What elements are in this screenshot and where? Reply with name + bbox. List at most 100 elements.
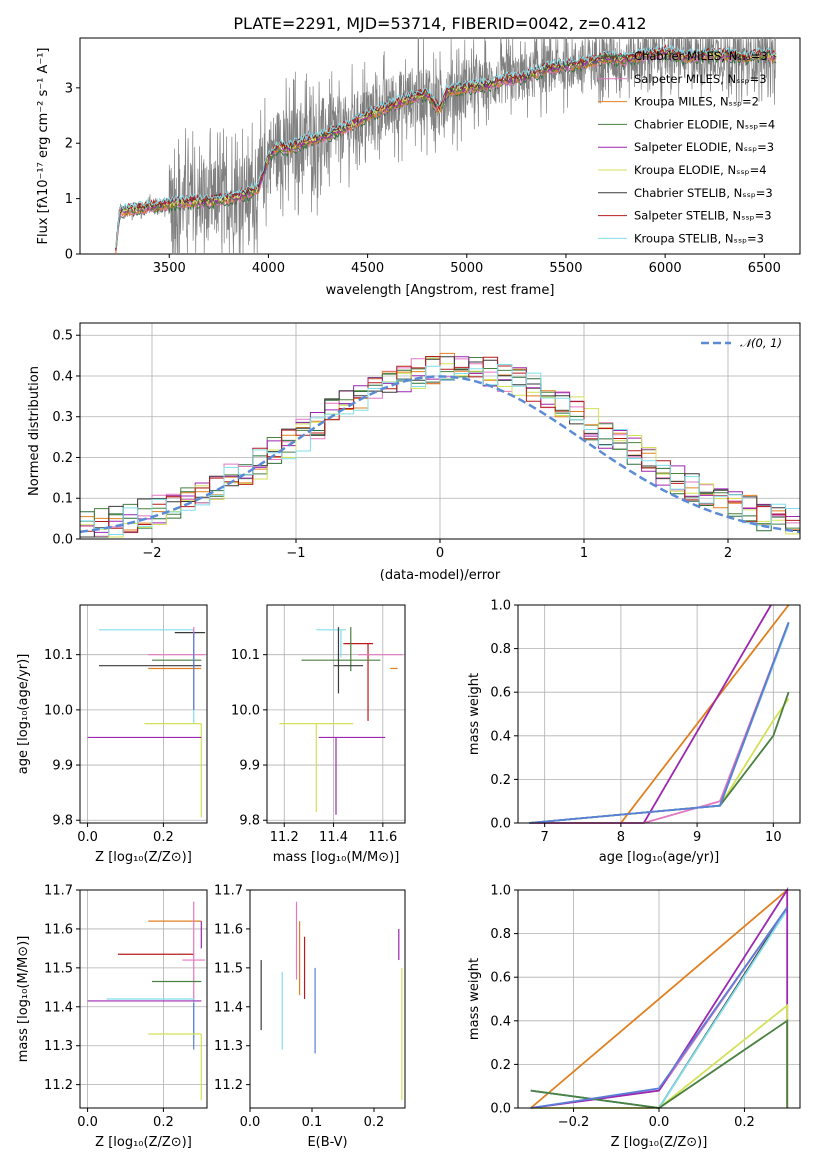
spectrum-ylabel: Flux [fλ10⁻¹⁷ erg cm⁻² s⁻¹ A⁻¹] bbox=[36, 48, 51, 245]
y-tick-label: 11.5 bbox=[44, 961, 73, 976]
legend-label: Kroupa MILES, Nₛₛₚ=2 bbox=[634, 95, 759, 109]
y-tick-label: 0.2 bbox=[52, 451, 73, 466]
y-tick-label: 11.7 bbox=[44, 884, 73, 899]
x-tick-label: 4000 bbox=[252, 261, 285, 276]
cumulative-Z-kroupa-miles bbox=[530, 889, 788, 1109]
model-chabrier-miles bbox=[115, 53, 777, 255]
y-tick-label: 0.2 bbox=[490, 773, 511, 788]
legend-label-gauss: 𝒩(0, 1) bbox=[740, 336, 782, 350]
massweight-vs-Z-panel: −0.2 0.0 0.2 0.0 0.2 0.4 0.6 0.8 1.0 Z [log₁₀(Z/Z… bbox=[467, 884, 801, 1150]
gaussian-curve bbox=[79, 375, 801, 534]
x-tick-label: 0.0 bbox=[649, 1115, 670, 1130]
cumulative-Z-blue bbox=[530, 906, 788, 1109]
y-tick-label: 11.6 bbox=[214, 922, 243, 937]
model-salpeter-elodie bbox=[115, 47, 777, 251]
y-tick-label: 0.5 bbox=[52, 329, 73, 344]
x-tick-label: 8 bbox=[617, 830, 625, 845]
legend-label: Kroupa STELIB, Nₛₛₚ=3 bbox=[634, 231, 764, 245]
figure-title: PLATE=2291, MJD=53714, FIBERID=0042, z=0… bbox=[233, 14, 646, 33]
spectrum-model-series bbox=[115, 43, 777, 255]
y-axis-label: mass weight bbox=[467, 673, 482, 755]
y-tick-label: 11.6 bbox=[44, 922, 73, 937]
residuals-xlabel: (data-model)/error bbox=[380, 568, 501, 583]
y-tick-label: 0 bbox=[65, 248, 73, 263]
x-axis-label: mass [log₁₀(M/M⊙)] bbox=[273, 850, 400, 865]
x-tick-label: 9 bbox=[693, 830, 701, 845]
x-axis-label: Z [log₁₀(Z/Z⊙)] bbox=[611, 1135, 708, 1150]
x-tick-label: −0.2 bbox=[558, 1115, 590, 1130]
age-vs-mass-panel: 11.2 11.4 11.6 9.8 9.9 10.0 10.1 mass [log₁₀(M/… bbox=[231, 604, 406, 865]
y-tick-label: 11.2 bbox=[44, 1078, 73, 1093]
axes-frame bbox=[517, 604, 801, 824]
x-tick-label: 0.1 bbox=[302, 1115, 323, 1130]
legend-label: Salpeter MILES, Nₛₛₚ=3 bbox=[634, 72, 767, 86]
y-tick-label: 11.5 bbox=[214, 961, 243, 976]
axes-frame bbox=[266, 604, 406, 824]
model-kroupa-stelib bbox=[115, 44, 777, 249]
y-tick-label: 0.4 bbox=[52, 369, 73, 384]
y-tick-label: 0.6 bbox=[490, 686, 511, 701]
x-tick-label: 11.2 bbox=[270, 830, 299, 845]
y-tick-label: 11.3 bbox=[214, 1039, 243, 1054]
y-tick-label: 0.8 bbox=[490, 927, 511, 942]
y-tick-label: 11.4 bbox=[214, 1000, 243, 1015]
cumulative-salpeter-elodie bbox=[529, 604, 772, 824]
x-tick-label: 1 bbox=[580, 546, 588, 561]
y-tick-label: 0.6 bbox=[490, 971, 511, 986]
y-tick-label: 10.0 bbox=[44, 703, 73, 718]
x-tick-label: 0.2 bbox=[153, 1115, 174, 1130]
y-tick-label: 0.8 bbox=[490, 642, 511, 657]
x-tick-label: 10 bbox=[765, 830, 782, 845]
spectrum-panel: 3500 4000 4500 5000 5500 6000 6500 0 1 2 3 wavelen… bbox=[36, 37, 801, 298]
y-tick-label: 10.0 bbox=[231, 703, 260, 718]
y-tick-label: 11.4 bbox=[44, 1000, 73, 1015]
mass-vs-ebv-panel: 0.0 0.1 0.2 11.2 11.3 11.4 11.5 11.6 11.7 E(B-V) bbox=[214, 884, 406, 1150]
residuals-histograms bbox=[79, 352, 800, 539]
x-tick-label: 6500 bbox=[748, 261, 781, 276]
x-tick-label: −1 bbox=[286, 546, 305, 561]
x-tick-label: 3500 bbox=[153, 261, 186, 276]
x-tick-label: 0.0 bbox=[77, 830, 98, 845]
x-tick-label: 6000 bbox=[649, 261, 682, 276]
y-tick-label: 0.4 bbox=[490, 729, 511, 744]
y-tick-label: 0.0 bbox=[52, 533, 73, 548]
x-tick-label: 11.4 bbox=[319, 830, 348, 845]
residuals-legend: 𝒩(0, 1) bbox=[701, 336, 782, 350]
y-axis-label: age [log₁₀(age/yr)] bbox=[16, 654, 31, 775]
x-tick-label: 4500 bbox=[351, 261, 384, 276]
y-tick-label: 0.0 bbox=[490, 817, 511, 832]
x-tick-label: 0.0 bbox=[77, 1115, 98, 1130]
y-tick-label: 0.3 bbox=[52, 410, 73, 425]
spectrum-legend: Chabrier MILES, Nₛₛₚ=3 Salpeter MILES, Nₛ… bbox=[598, 49, 775, 245]
x-tick-label: −2 bbox=[142, 546, 161, 561]
legend-label: Chabrier MILES, Nₛₛₚ=3 bbox=[634, 49, 768, 63]
massweight-vs-age-panel: 7 8 9 10 0.0 0.2 0.4 0.6 0.8 1.0 age [log₁₀(age/yr… bbox=[467, 599, 801, 865]
y-tick-label: 1.0 bbox=[490, 884, 511, 899]
x-tick-label: 0 bbox=[436, 546, 444, 561]
y-tick-label: 11.3 bbox=[44, 1039, 73, 1054]
x-tick-label: 0.0 bbox=[240, 1115, 261, 1130]
x-tick-label: 5000 bbox=[450, 261, 483, 276]
y-tick-label: 1 bbox=[65, 192, 73, 207]
y-tick-label: 0.2 bbox=[490, 1058, 511, 1073]
y-axis-label: mass [log₁₀(M/M⊙)] bbox=[16, 936, 31, 1063]
x-axis-label: E(B-V) bbox=[307, 1135, 347, 1150]
x-axis-label: Z [log₁₀(Z/Z⊙)] bbox=[95, 1135, 192, 1150]
legend-label: Salpeter STELIB, Nₛₛₚ=3 bbox=[634, 209, 772, 223]
mass-vs-Z-panel: 0.0 0.2 11.2 11.3 11.4 11.5 11.6 11.7 Z [log₁₀(Z… bbox=[16, 884, 208, 1150]
cumulative-kroupa-miles bbox=[529, 604, 790, 824]
legend-label: Chabrier ELODIE, Nₛₛₚ=4 bbox=[634, 117, 775, 131]
legend-label: Chabrier STELIB, Nₛₛₚ=3 bbox=[634, 186, 773, 200]
hist-kroupa-stelib bbox=[79, 364, 800, 539]
x-tick-label: 0.2 bbox=[153, 830, 174, 845]
observed-spectrum bbox=[115, 37, 777, 255]
x-axis-label: Z [log₁₀(Z/Z⊙)] bbox=[95, 850, 192, 865]
legend-label: Salpeter ELODIE, Nₛₛₚ=3 bbox=[634, 140, 774, 154]
y-tick-label: 2 bbox=[65, 137, 73, 152]
y-tick-label: 11.2 bbox=[214, 1078, 243, 1093]
legend-label: Kroupa ELODIE, Nₛₛₚ=4 bbox=[634, 163, 767, 177]
residuals-panel: −2 −1 0 1 2 0.0 0.1 0.2 0.3 0.4 0.5 (data-model)/e… bbox=[27, 322, 801, 583]
x-tick-label: 7 bbox=[541, 830, 549, 845]
spectrum-axes bbox=[79, 37, 801, 255]
